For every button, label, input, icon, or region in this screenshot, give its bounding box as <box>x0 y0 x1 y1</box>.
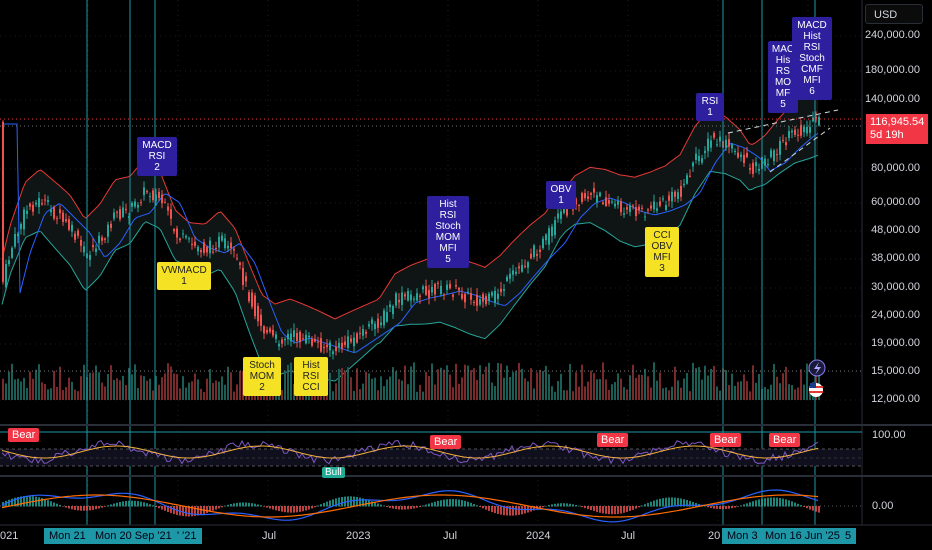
signal-label-line: His <box>775 55 791 66</box>
signal-label-line: 2 <box>154 162 160 173</box>
signal-label-line: Stoch <box>435 221 461 232</box>
signal-label-line: RSI <box>701 96 719 107</box>
signal-label-line: CCI <box>302 382 320 393</box>
signal-label-line: 3 <box>659 263 665 274</box>
time-axis-label: 5 <box>840 528 857 544</box>
signal-label-line: Hist <box>302 360 320 371</box>
time-axis-label: 20 <box>708 530 721 542</box>
time-axis-label: Mon 21 <box>44 528 91 544</box>
last-price-value: 116,945.54 <box>870 116 925 128</box>
signal-label-line: MFI <box>803 75 821 86</box>
bear-badge: Bear <box>8 428 40 442</box>
signal-label-line: 5 <box>780 99 786 110</box>
time-axis-label: Jul <box>262 530 277 542</box>
time-axis-label: Jul <box>443 530 458 542</box>
time-axis-label: Mon 16 Jun '25 <box>760 528 845 544</box>
currency-selector[interactable]: USD <box>865 4 923 24</box>
signal-label: RSI 1 <box>696 93 724 121</box>
time-axis-label: 2024 <box>526 530 551 542</box>
signal-label-line: MAC <box>771 44 795 55</box>
signal-label-line: Stoch <box>249 360 275 371</box>
trend-line-upper <box>727 109 839 134</box>
bear-badge: Bear <box>769 433 801 447</box>
bear-badge: Bear <box>430 435 462 449</box>
time-axis-label: Mon 20 Sep '21 <box>90 528 177 544</box>
bear-badge: Bear <box>597 433 629 447</box>
signal-label-line: MF <box>775 88 791 99</box>
signal-label-line: VWMACD <box>161 265 207 276</box>
signal-label-line: 1 <box>181 276 187 287</box>
signal-label-line: MOM <box>249 371 275 382</box>
signal-label: Hist RSI Stoch MOM MFI 5 <box>427 196 469 268</box>
price-axis-label: 38,000.00 <box>871 252 920 264</box>
signal-label-line: OBV <box>651 241 673 252</box>
signal-label: MACD RSI 2 <box>137 137 177 176</box>
price-axis-label: 60,000.00 <box>871 196 920 208</box>
macd-line <box>1 489 819 523</box>
signal-label-line: 5 <box>445 254 451 265</box>
price-axis-label: 24,000.00 <box>871 309 920 321</box>
signal-label: CCI OBV MFI 3 <box>645 227 679 277</box>
bollinger-lower-band <box>1 154 819 382</box>
signal-label-line: RSI <box>803 42 821 53</box>
signal-label-line: MACD <box>142 140 172 151</box>
price-axis-label: 240,000.00 <box>864 29 920 41</box>
macd-axis-label: 0.00 <box>872 500 894 512</box>
signal-label-line: CCI <box>653 230 671 241</box>
signal-label-line: RSI <box>439 210 457 221</box>
signal-label-line: RS <box>776 66 790 77</box>
signal-label: OBV 1 <box>546 181 576 209</box>
signal-label-line: RSI <box>148 151 166 162</box>
signal-label-line: OBV <box>550 184 572 195</box>
rsi-axis-label: 100.00 <box>872 429 906 441</box>
time-axis-label: Mon 3 <box>722 528 763 544</box>
signal-label-line: Hist <box>803 31 821 42</box>
macd-signal-line <box>1 494 819 518</box>
us-flag-icon[interactable] <box>809 383 823 397</box>
signal-label: VWMACD 1 <box>157 262 211 290</box>
price-axis-label: 12,000.00 <box>871 393 920 405</box>
signal-label-line: MFI <box>439 243 457 254</box>
time-axis-label: 021 <box>0 530 19 542</box>
signal-label-line: 6 <box>809 86 815 97</box>
trend-line-lower <box>769 127 831 173</box>
time-axis-label: ' '21 <box>172 528 202 544</box>
signal-label-line: CMF <box>801 64 823 75</box>
bar-countdown: 5d 19h <box>870 129 904 141</box>
signal-label: MACD Hist RSI Stoch CMF MFI 6 <box>792 17 832 100</box>
signal-label: Stoch MOM 2 <box>243 357 281 396</box>
candlestick-series <box>2 111 820 360</box>
flash-icon[interactable] <box>808 359 826 377</box>
bull-badge: Bull <box>322 467 345 478</box>
time-axis-label: Jul <box>621 530 636 542</box>
signal-label-line: MOM <box>435 232 461 243</box>
signal-label-line: 1 <box>558 195 564 206</box>
signal-label-line: MFI <box>653 252 671 263</box>
signal-label-line: MO <box>774 77 792 88</box>
rsi-line <box>1 439 819 465</box>
price-axis-label: 15,000.00 <box>871 365 920 377</box>
signal-label-line: MACD <box>797 20 827 31</box>
price-axis-label: 180,000.00 <box>864 64 920 76</box>
signal-label-line: 2 <box>259 382 265 393</box>
price-axis-label: 80,000.00 <box>871 162 920 174</box>
bear-badge: Bear <box>710 433 742 447</box>
signal-label-line: 1 <box>707 107 713 118</box>
signal-label: Hist RSI CCI <box>294 357 328 396</box>
rsi-ma-line <box>1 445 819 459</box>
price-axis-label: 140,000.00 <box>864 93 920 105</box>
rsi-band-fill <box>0 449 862 466</box>
macd-histogram <box>2 495 820 517</box>
time-axis-label: 2023 <box>346 530 371 542</box>
last-price-tag: 116,945.54 5d 19h <box>866 114 928 144</box>
price-axis-label: 30,000.00 <box>871 281 920 293</box>
currency-label: USD <box>874 9 898 21</box>
signal-label-line: Hist <box>439 199 457 210</box>
price-axis-label: 48,000.00 <box>871 224 920 236</box>
price-axis-label: 19,000.00 <box>871 337 920 349</box>
signal-label-line: Stoch <box>799 53 825 64</box>
bollinger-basis-line <box>2 123 819 353</box>
signal-label-line: RSI <box>302 371 320 382</box>
